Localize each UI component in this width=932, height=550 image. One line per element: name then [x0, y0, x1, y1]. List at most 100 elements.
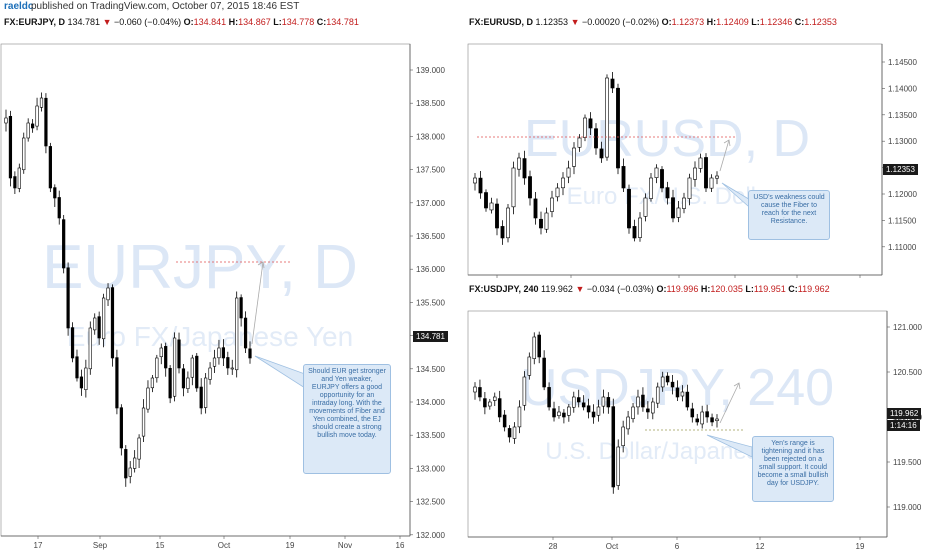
y-tick-label: 134.500 — [416, 365, 445, 374]
bull-candle — [522, 376, 527, 406]
bear-candle — [478, 387, 482, 398]
y-tick-label: 1.11500 — [888, 216, 917, 225]
publish-bar: raeldc published on TradingView.com, Oct… — [0, 0, 932, 14]
bull-candle — [230, 367, 234, 370]
bull-candle — [567, 406, 571, 416]
arrow-head-icon — [723, 139, 731, 147]
bear-candle — [547, 387, 551, 408]
y-tick-label: 137.000 — [416, 199, 445, 208]
bull-candle — [649, 177, 653, 199]
bull-candle — [204, 377, 208, 408]
bull-candle — [550, 197, 554, 212]
chart-panel-eurusd[interactable]: FX:EURUSD, D 1.12353 ▼ −0.00020 (−0.02%)… — [467, 14, 932, 280]
high-value: 134.867 — [238, 17, 271, 27]
bear-candle — [115, 357, 119, 409]
open-value: 119.996 — [666, 284, 699, 294]
bear-candle — [66, 267, 70, 329]
bull-candle — [133, 457, 137, 469]
change-value: −0.00020 (−0.02%) — [582, 17, 660, 27]
note-eurjpy[interactable]: Should EUR get stronger and Yen weaker, … — [303, 364, 391, 474]
publish-info: published on TradingView.com, October 07… — [31, 1, 300, 12]
bear-candle — [670, 381, 675, 388]
bear-candle — [675, 387, 680, 398]
bear-candle — [685, 391, 690, 408]
note-usdjpy[interactable]: Yen's range is tightening and it has bee… — [752, 436, 834, 502]
bull-candle — [93, 317, 97, 331]
bear-candle — [599, 148, 604, 159]
bear-candle — [671, 197, 675, 219]
x-tick-label: 28 — [549, 542, 558, 550]
bull-candle — [532, 336, 537, 359]
y-tick-label: 139.000 — [416, 66, 445, 75]
bear-candle — [478, 177, 483, 194]
chart-canvas-eurusd[interactable]: EURUSD, D Euro FX/U.S. Dollar 1.145001.1… — [467, 28, 932, 280]
chart-panel-usdjpy[interactable]: FX:USDJPY, 240 119.962 ▼ −0.034 (−0.03%)… — [467, 283, 932, 550]
bear-candle — [586, 405, 591, 413]
bull-candle — [616, 446, 620, 486]
author-link[interactable]: raeldc — [4, 1, 34, 12]
bear-candle — [576, 397, 581, 403]
change-value: −0.060 (−0.04%) — [114, 17, 182, 27]
close-value: 134.781 — [326, 17, 359, 27]
symbol-label: FX:EURUSD, D — [469, 17, 534, 27]
y-tick-label: 137.500 — [416, 166, 445, 175]
bull-candle — [687, 177, 692, 199]
y-tick-label: 136.500 — [416, 232, 445, 241]
bull-candle — [655, 386, 660, 404]
bear-candle — [542, 357, 546, 388]
bull-candle — [715, 418, 719, 422]
bull-candle — [488, 401, 492, 407]
bear-candle — [606, 397, 611, 408]
bear-candle — [507, 428, 512, 438]
y-tick-label: 1.14500 — [888, 58, 917, 67]
chart-panel-eurjpy[interactable]: FX:EURJPY, D 134.781 ▼ −0.060 (−0.04%) O… — [0, 14, 465, 550]
bear-candle — [632, 226, 637, 239]
bear-candle — [48, 146, 52, 189]
y-tick-label: 119.000 — [893, 503, 922, 512]
bull-candle — [601, 396, 606, 407]
chart-canvas-eurjpy[interactable]: EURJPY, D Euro FX/Japanese Yen 139.000 13… — [0, 28, 465, 550]
x-tick-label: Sep — [93, 541, 108, 550]
bull-candle — [88, 327, 92, 370]
price-tag-usdjpy: 119.962 — [887, 408, 922, 419]
symbol-label: FX:EURJPY, D — [4, 17, 66, 27]
x-tick-label: 12 — [756, 542, 765, 550]
bear-candle — [62, 219, 66, 269]
bear-candle — [124, 449, 128, 479]
bull-candle — [186, 377, 190, 389]
bear-candle — [591, 411, 596, 418]
bull-candle — [698, 157, 703, 169]
bear-candle — [70, 327, 75, 359]
x-tick-label: Oct — [606, 542, 619, 550]
projection-arrow — [251, 261, 264, 345]
y-tick-label: 1.12000 — [888, 190, 917, 199]
symbol-label: FX:USDJPY, 240 — [469, 284, 539, 294]
bear-candle — [611, 406, 616, 488]
bear-candle — [705, 411, 709, 418]
close-value: 119.962 — [797, 284, 830, 294]
bull-candle — [636, 396, 640, 408]
bear-candle — [621, 166, 626, 189]
bear-candle — [484, 192, 488, 209]
bear-candle — [483, 398, 487, 408]
y-tick-label: 133.500 — [416, 431, 445, 440]
chart-canvas-usdjpy[interactable]: USDJPY, 240 U.S. Dollar/Japanese Yen 121… — [467, 297, 932, 550]
note-eurusd[interactable]: USD's weakness could cause the Fiber to … — [748, 190, 830, 240]
bull-candle — [128, 467, 132, 477]
bull-candle — [583, 117, 587, 138]
bull-candle — [631, 406, 635, 420]
x-tick-label: 17 — [34, 541, 43, 550]
x-tick-label: 19 — [856, 542, 865, 550]
bear-candle — [627, 188, 631, 229]
bear-candle — [695, 418, 699, 423]
bull-candle — [4, 117, 8, 124]
legend-eurusd: FX:EURUSD, D 1.12353 ▼ −0.00020 (−0.02%)… — [469, 17, 837, 27]
bear-candle — [704, 157, 708, 189]
x-tick-label: 15 — [156, 541, 165, 550]
bear-candle — [690, 408, 695, 418]
bull-candle — [217, 347, 221, 359]
bear-candle — [581, 402, 586, 408]
x-tick-label: 16 — [396, 541, 405, 550]
bear-candle — [13, 176, 17, 189]
bull-candle — [715, 175, 719, 179]
